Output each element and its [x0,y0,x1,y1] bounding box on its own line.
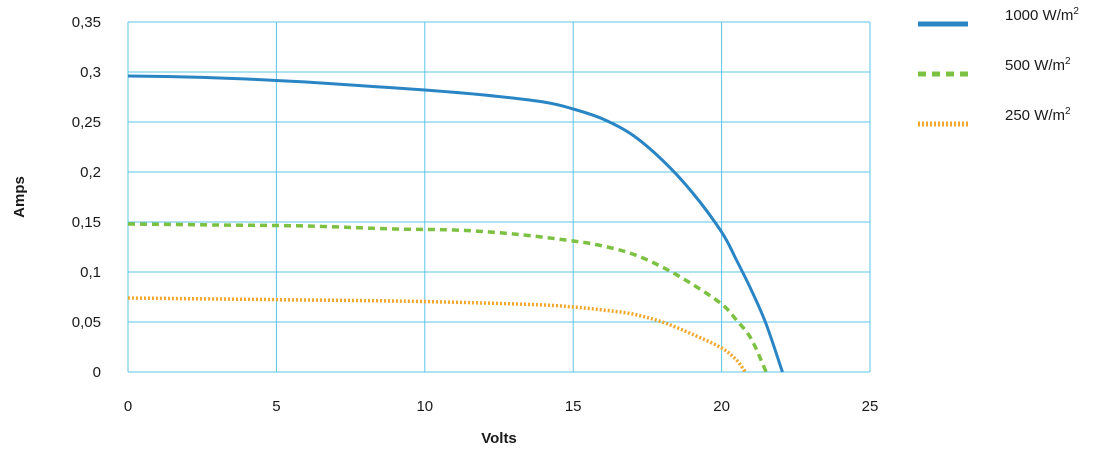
x-tick-label: 20 [713,398,730,415]
y-tick-label: 0,2 [80,164,101,181]
y-tick-label: 0,05 [72,314,101,331]
y-tick-label: 0,15 [72,214,101,231]
series-line-1 [127,74,784,373]
y-tick-label: 0,25 [72,114,101,131]
y-tick-labels: 0 0,05 0,1 0,15 0,2 0,25 0,3 0,35 [72,14,101,381]
series-lines [127,74,784,374]
legend-label-2: 500 W/m2 [1005,56,1071,74]
series-line-2 [127,222,768,373]
x-tick-label: 10 [416,398,433,415]
x-tick-label: 15 [565,398,582,415]
x-axis-title: Volts [481,430,517,447]
x-tick-label: 0 [124,398,132,415]
x-tick-label: 25 [862,398,879,415]
series-line-3 [127,296,747,374]
y-axis-title: Amps [11,176,28,218]
legend-label-1: 1000 W/m2 [1005,6,1079,24]
legend-label-3: 250 W/m2 [1005,106,1071,124]
y-tick-label: 0,3 [80,64,101,81]
y-tick-label: 0,1 [80,264,101,281]
x-tick-label: 5 [272,398,280,415]
x-tick-labels: 0 5 10 15 20 25 [124,398,879,415]
legend: 1000 W/m2 500 W/m2 250 W/m2 [918,6,1079,127]
y-tick-label: 0,35 [72,14,101,31]
grid-lines [127,21,871,373]
y-tick-label: 0 [93,364,101,381]
